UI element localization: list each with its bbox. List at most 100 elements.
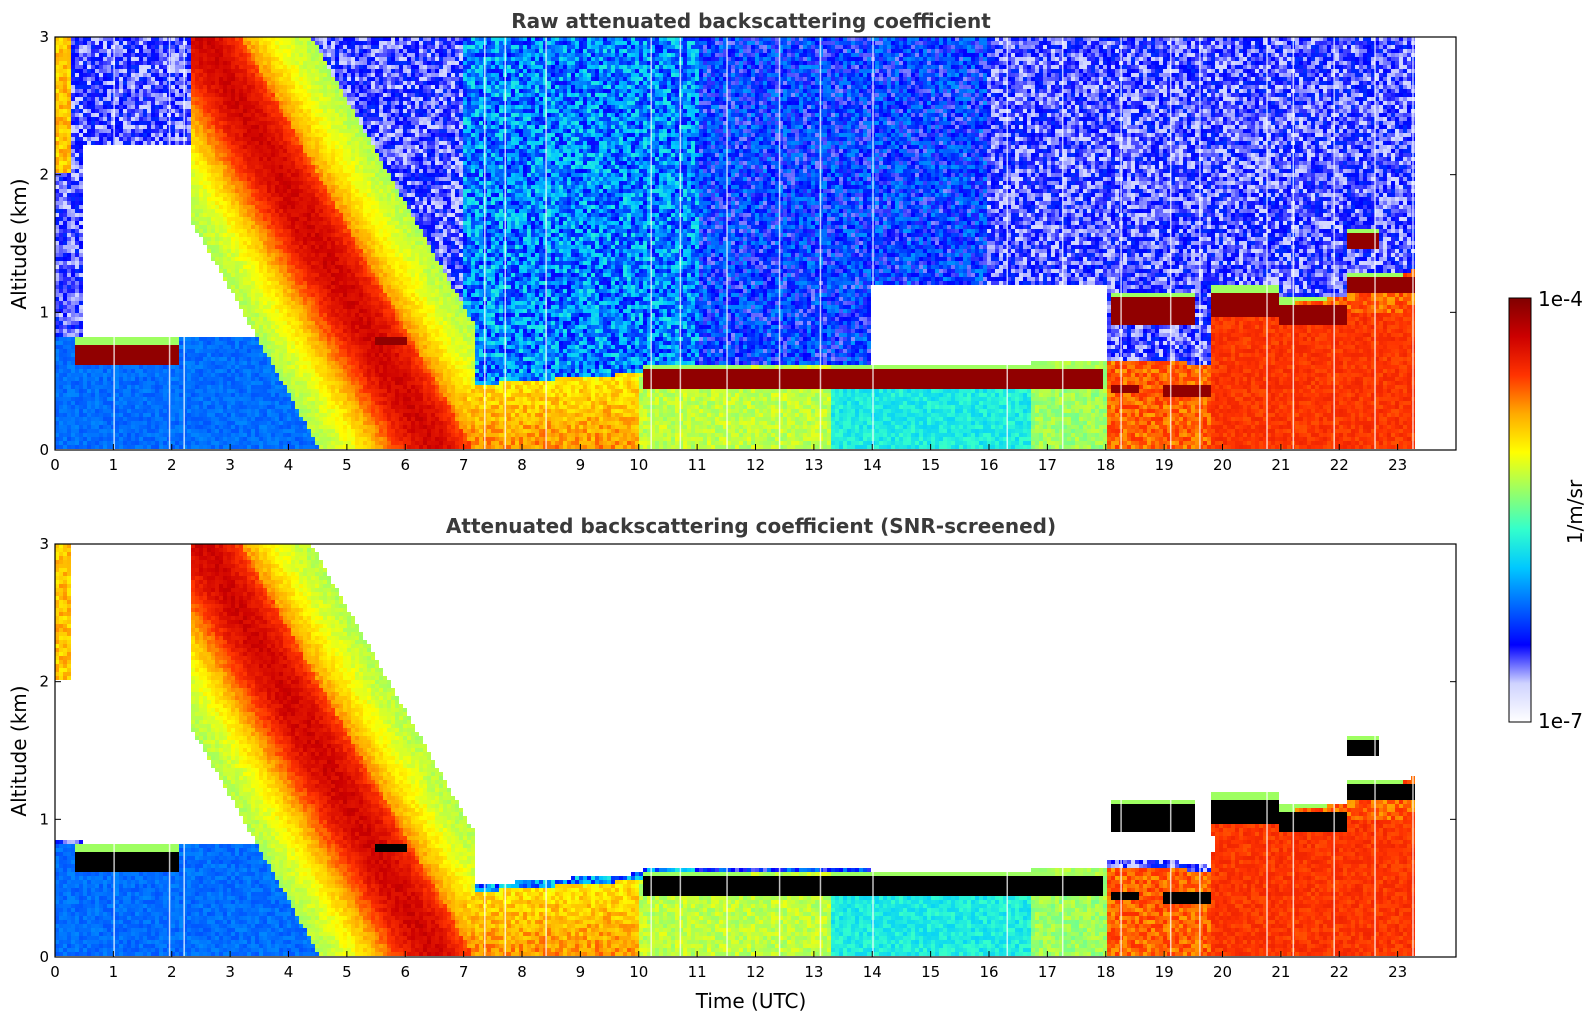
- missing-profile-gap: [1062, 37, 1064, 450]
- missing-profile-gap: [1374, 37, 1376, 450]
- x-tick-label: 1: [109, 963, 119, 981]
- missing-profile-gap: [1412, 544, 1414, 957]
- x-tick-label: 18: [1096, 963, 1115, 981]
- x-tick-label: 15: [921, 456, 940, 474]
- y-tick-label: 3: [39, 535, 49, 553]
- missing-profile-gap: [1293, 37, 1295, 450]
- missing-profile-gap: [183, 37, 185, 450]
- x-tick-label: 14: [863, 963, 882, 981]
- x-tick-label: 15: [921, 963, 940, 981]
- missing-profile-gap: [779, 544, 781, 957]
- y-axis-label: Altitude (km): [7, 178, 31, 309]
- y-tick-label: 3: [39, 28, 49, 46]
- figure: Raw attenuated backscattering coefficien…: [0, 0, 1595, 1020]
- x-tick-label: 0: [50, 456, 60, 474]
- x-tick-label: 9: [576, 963, 586, 981]
- x-tick-label: 21: [1271, 456, 1290, 474]
- x-tick-label: 9: [576, 456, 586, 474]
- missing-profile-gap: [113, 37, 115, 450]
- missing-profile-gap: [1412, 37, 1414, 450]
- x-tick-label: 18: [1096, 456, 1115, 474]
- missing-profile-gap: [545, 544, 547, 957]
- y-axis-label: Altitude (km): [7, 685, 31, 816]
- missing-profile-gap: [726, 37, 728, 450]
- missing-profile-gap: [726, 544, 728, 957]
- x-tick-label: 3: [225, 963, 235, 981]
- missing-profile-gap: [650, 544, 652, 957]
- missing-profile-gap: [1293, 544, 1295, 957]
- missing-profile-gap: [504, 37, 506, 450]
- x-tick-label: 16: [979, 963, 998, 981]
- x-tick-label: 19: [1155, 456, 1174, 474]
- x-tick-label: 12: [746, 456, 765, 474]
- y-tick-label: 2: [39, 166, 49, 184]
- missing-profile-gap: [1007, 37, 1009, 450]
- x-tick-label: 2: [167, 456, 177, 474]
- missing-profile-gap: [1333, 544, 1335, 957]
- x-tick-label: 6: [400, 963, 410, 981]
- heatmap-area: [55, 37, 1456, 450]
- missing-profile-gap: [1374, 544, 1376, 957]
- y-tick-label: 0: [39, 441, 49, 459]
- colorbar-max-label: 1e-4: [1538, 287, 1583, 311]
- x-tick-label: 16: [979, 456, 998, 474]
- colorbar: 1e-4 1e-7 1/m/sr: [1509, 287, 1587, 733]
- x-tick-label: 17: [1038, 963, 1057, 981]
- missing-profile-gap: [820, 37, 822, 450]
- missing-profile-gap: [1266, 37, 1268, 450]
- x-tick-label: 20: [1213, 456, 1232, 474]
- missing-profile-gap: [1007, 544, 1009, 957]
- missing-profile-gap: [779, 37, 781, 450]
- x-tick-label: 2: [167, 963, 177, 981]
- x-tick-label: 17: [1038, 456, 1057, 474]
- colorbar-min-label: 1e-7: [1538, 709, 1583, 733]
- x-tick-label: 4: [284, 456, 294, 474]
- x-tick-label: 3: [225, 456, 235, 474]
- missing-profile-gap: [680, 37, 682, 450]
- missing-profile-gap: [169, 544, 171, 957]
- missing-profile-gap: [1170, 544, 1172, 957]
- y-tick-label: 2: [39, 673, 49, 691]
- chart-title: Raw attenuated backscattering coefficien…: [511, 9, 991, 33]
- x-tick-label: 7: [459, 456, 469, 474]
- chart-title: Attenuated backscattering coefficient (S…: [446, 514, 1056, 538]
- missing-profile-gap: [820, 544, 822, 957]
- missing-profile-gap: [183, 544, 185, 957]
- x-tick-label: 8: [517, 456, 527, 474]
- panel-snr-screened: Attenuated backscattering coefficient (S…: [7, 514, 1456, 1013]
- missing-profile-gap: [650, 37, 652, 450]
- missing-profile-gap: [545, 37, 547, 450]
- x-tick-label: 8: [517, 963, 527, 981]
- missing-profile-gap: [1199, 37, 1201, 450]
- missing-profile-gap: [1120, 37, 1122, 450]
- missing-profile-gap: [1062, 544, 1064, 957]
- y-tick-label: 0: [39, 948, 49, 966]
- x-tick-label: 22: [1330, 456, 1349, 474]
- missing-profile-gap: [1120, 544, 1122, 957]
- x-tick-label: 5: [342, 963, 352, 981]
- missing-profile-gap: [1199, 544, 1201, 957]
- x-axis-label: Time (UTC): [695, 989, 807, 1013]
- missing-profile-gap: [484, 37, 486, 450]
- x-tick-label: 21: [1271, 963, 1290, 981]
- y-tick-label: 1: [39, 810, 49, 828]
- x-tick-label: 13: [804, 963, 823, 981]
- x-tick-label: 5: [342, 456, 352, 474]
- x-tick-label: 10: [629, 456, 648, 474]
- x-tick-label: 20: [1213, 963, 1232, 981]
- x-tick-label: 11: [688, 456, 707, 474]
- heatmap-cells: [55, 37, 1415, 449]
- panel-raw: Raw attenuated backscattering coefficien…: [7, 9, 1456, 474]
- colorbar-unit-label: 1/m/sr: [1563, 479, 1587, 544]
- x-tick-label: 7: [459, 963, 469, 981]
- x-tick-label: 14: [863, 456, 882, 474]
- missing-profile-gap: [504, 544, 506, 957]
- x-tick-label: 13: [804, 456, 823, 474]
- heatmap-area: [55, 544, 1456, 957]
- x-tick-label: 22: [1330, 963, 1349, 981]
- x-tick-label: 19: [1155, 963, 1174, 981]
- x-tick-label: 10: [629, 963, 648, 981]
- x-tick-label: 4: [284, 963, 294, 981]
- x-tick-label: 1: [109, 456, 119, 474]
- missing-profile-gap: [1266, 544, 1268, 957]
